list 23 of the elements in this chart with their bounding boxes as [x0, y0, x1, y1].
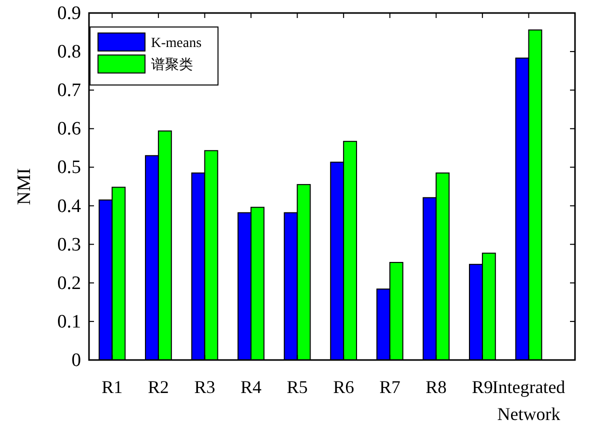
- y-tick-label: 0.7: [57, 80, 81, 102]
- x-tick-label: R5: [286, 377, 308, 397]
- x-tick-label: R2: [148, 377, 169, 397]
- x-tick-label: R4: [240, 377, 262, 397]
- x-tick-label: R9: [472, 377, 493, 397]
- y-tick-label: 0: [72, 350, 81, 371]
- x-tick-label: R8: [426, 377, 447, 397]
- y-tick-label: 0.3: [57, 234, 81, 256]
- x-tick-label: R1: [102, 377, 123, 397]
- y-axis-title: NMI: [14, 168, 35, 205]
- legend-label: 谱聚类: [151, 57, 193, 73]
- y-tick-label: 0.4: [57, 196, 82, 217]
- y-tick-label: 0.5: [57, 157, 81, 178]
- x-tick-label: R7: [379, 377, 400, 397]
- x-tick-label: R3: [194, 377, 216, 397]
- x-tick-label: Integrated Network: [492, 377, 566, 421]
- x-tick-label: R6: [333, 377, 354, 397]
- legend-label: K-means: [151, 36, 202, 51]
- y-tick-label: 0.1: [57, 311, 81, 332]
- y-tick-label: 0.6: [57, 118, 81, 140]
- y-tick-label: 0.2: [57, 272, 81, 294]
- y-tick-label: 0.9: [57, 3, 81, 24]
- y-tick-label: 0.8: [57, 42, 81, 63]
